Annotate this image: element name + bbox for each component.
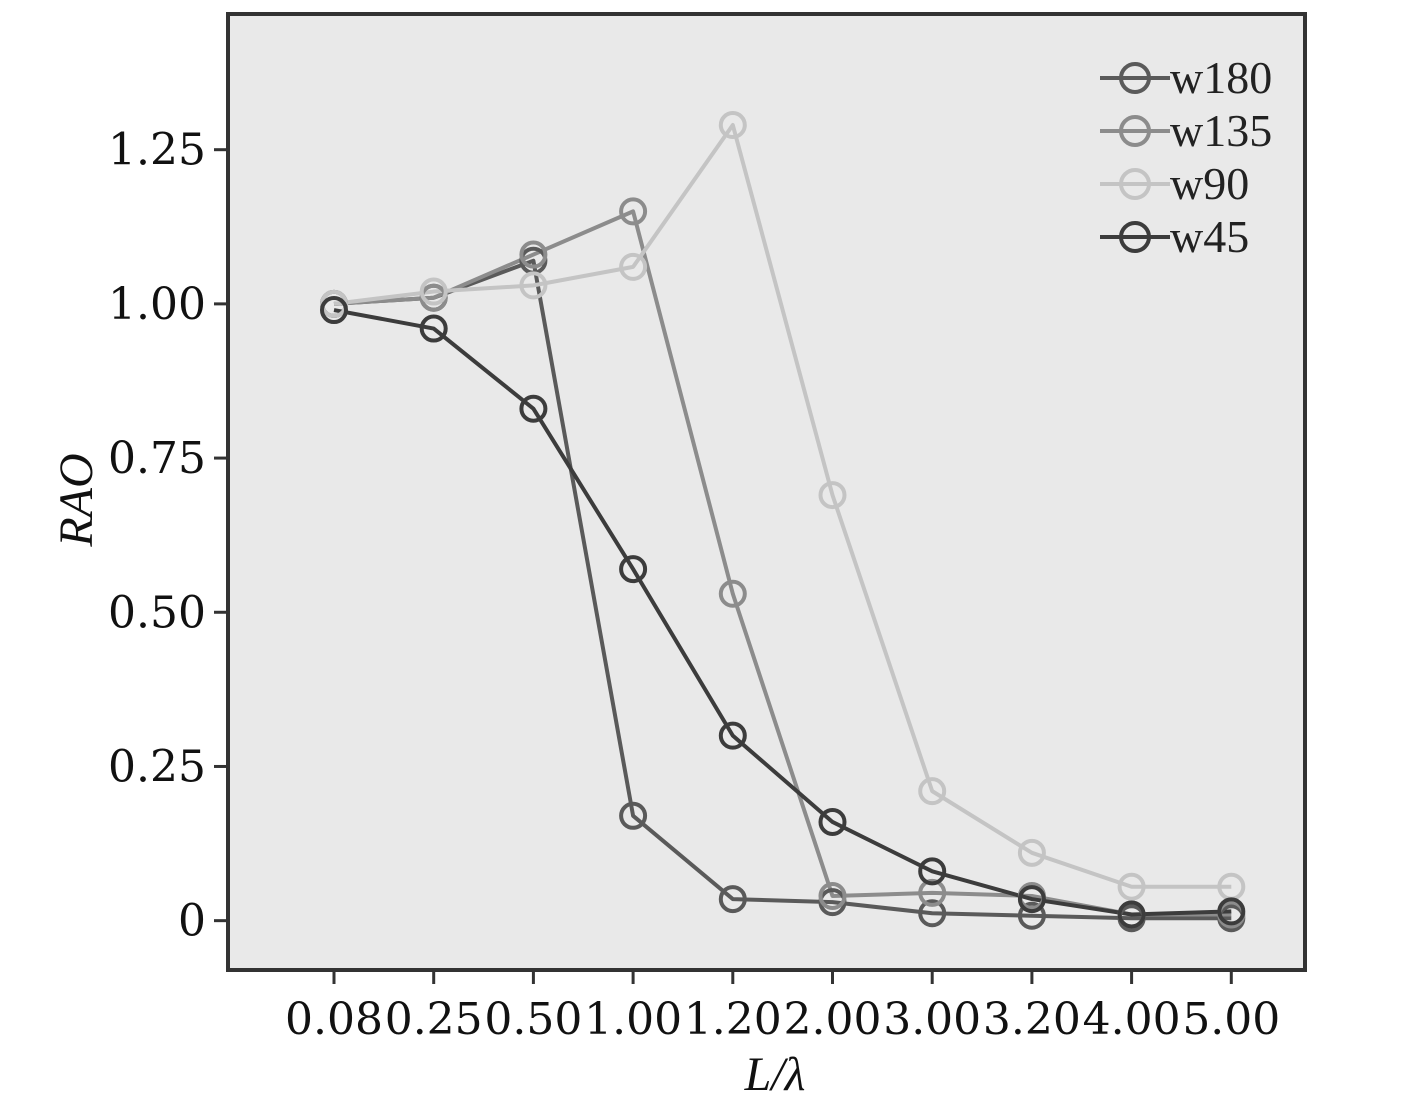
x-tick-label: 3.20 — [983, 994, 1081, 1045]
data-point-w45 — [419, 314, 448, 343]
x-tick-label: 2.00 — [784, 994, 882, 1045]
y-tick-label: 1.25 — [108, 125, 206, 176]
series-lines — [333, 123, 1232, 921]
data-point-w45 — [519, 394, 548, 423]
x-tick-label: 1.00 — [584, 994, 682, 1045]
data-point-w180 — [918, 899, 947, 928]
plot-background — [226, 12, 1307, 972]
legend-marker — [1119, 115, 1151, 147]
y-axis: 0 0.25 0.50 0.75 1.00 1.25 — [108, 125, 228, 947]
x-tick-label: 4.00 — [1083, 994, 1181, 1045]
y-tick-label: 0 — [178, 896, 206, 947]
y-tick-label: 0.25 — [108, 741, 206, 792]
data-point-w45 — [1117, 900, 1146, 929]
series-line-w180 — [333, 258, 1232, 921]
series-line-w90 — [333, 123, 1232, 889]
data-point-w135 — [918, 878, 947, 907]
legend-item-w90: w90 — [1100, 158, 1249, 209]
x-tick-label: 1.20 — [684, 994, 782, 1045]
legend-marker — [1119, 62, 1151, 94]
data-point-w180 — [619, 801, 648, 830]
data-point-w90 — [519, 271, 548, 300]
data-point-w90 — [1117, 872, 1146, 901]
legend-label: w90 — [1170, 158, 1249, 209]
data-point-w135 — [519, 240, 548, 269]
x-tick-label: 0.08 — [285, 994, 383, 1045]
data-point-w90 — [619, 252, 648, 281]
x-tick-label: 3.00 — [883, 994, 981, 1045]
x-axis: 0.08 0.25 0.50 1.00 1.20 2.00 3.00 3.20 4.00 5.00 — [285, 970, 1280, 1045]
data-point-w180 — [1017, 901, 1046, 930]
legend-label: w45 — [1170, 211, 1249, 262]
legend-item-w45: w45 — [1100, 211, 1249, 262]
legend-marker — [1119, 221, 1151, 253]
x-tick-label: 5.00 — [1182, 994, 1280, 1045]
legend-label: w135 — [1170, 105, 1272, 156]
x-axis-title: L/λ — [744, 1048, 806, 1101]
y-axis-title: RAO — [50, 453, 103, 547]
legend-label: w180 — [1170, 52, 1272, 103]
data-point-w135 — [818, 881, 847, 910]
data-point-w90 — [918, 777, 947, 806]
data-point-w90 — [818, 481, 847, 510]
data-point-w45 — [918, 857, 947, 886]
data-point-w45 — [718, 721, 747, 750]
data-point-w45 — [1217, 897, 1246, 926]
data-point-w90 — [718, 111, 747, 140]
data-point-w135 — [718, 579, 747, 608]
series-line-w45 — [333, 308, 1232, 917]
data-point-w90 — [1017, 838, 1046, 867]
data-point-w90 — [419, 277, 448, 306]
data-point-w45 — [320, 296, 348, 325]
series-points — [320, 111, 1246, 933]
legend-marker — [1119, 168, 1151, 200]
data-point-w45 — [818, 807, 847, 836]
x-tick-label: 0.25 — [385, 994, 483, 1045]
data-point-w180 — [718, 885, 747, 914]
y-tick-label: 0.50 — [108, 587, 206, 638]
legend-item-w135: w135 — [1100, 105, 1272, 156]
data-point-w135 — [619, 197, 648, 226]
data-point-w45 — [619, 555, 648, 584]
x-tick-label: 0.50 — [484, 994, 582, 1045]
y-tick-label: 1.00 — [108, 279, 206, 330]
data-point-w45 — [1017, 885, 1046, 914]
legend-item-w180: w180 — [1100, 52, 1272, 103]
y-tick-label: 0.75 — [108, 433, 206, 484]
